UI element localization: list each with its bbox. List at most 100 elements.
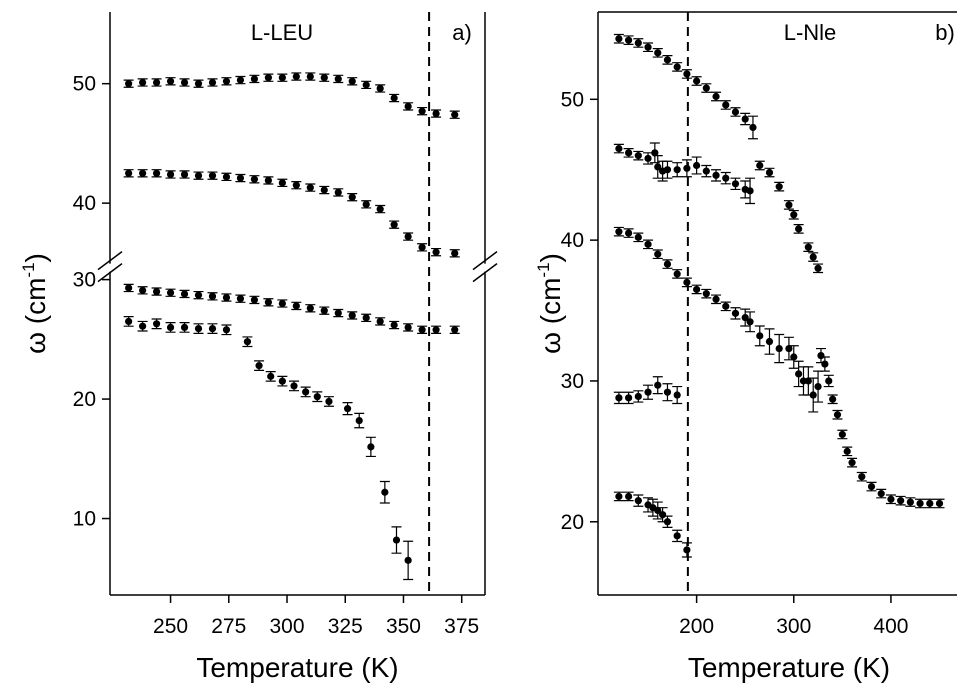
data-point [651,149,659,157]
data-point [152,320,161,328]
data-point [348,77,356,85]
data-point [166,170,175,179]
data-point [829,395,837,403]
panel-annotation: L-Nle [784,20,837,45]
x-tick-label: 350 [386,615,421,638]
data-point [267,372,275,380]
data-point [722,174,730,182]
axis-break [472,263,498,283]
y-tick-label: 40 [561,229,584,252]
data-point [926,499,934,508]
data-point [278,74,286,82]
data-point [897,497,905,505]
panel-label: b) [935,20,955,45]
data-point [654,49,662,57]
data-point [644,388,652,396]
data-point [790,211,798,219]
y-axis-label-close: ) [20,253,51,262]
data-point [663,388,672,396]
data-point [712,295,720,303]
data-point [306,184,314,192]
data-point [756,161,764,170]
x-tick-label: 400 [873,615,908,638]
data-point [381,488,389,496]
data-point [404,556,412,564]
data-point [255,362,263,370]
data-point [236,174,245,182]
data-point [817,352,825,360]
data-point [634,392,642,401]
data-point [343,405,352,413]
data-point [418,326,426,334]
data-point [152,78,161,87]
data-point [625,229,633,237]
data-point [683,546,691,554]
data-point [367,443,375,451]
data-point [320,74,328,82]
data-point [775,344,783,353]
data-point [166,289,175,297]
data-point [264,74,272,82]
data-point [775,183,783,191]
data-point [306,72,314,81]
data-point [663,260,672,268]
data-point [250,75,259,83]
data-point [663,518,672,526]
data-point [250,175,259,183]
data-point [848,459,856,467]
data-point [348,193,356,201]
data-point [673,63,681,71]
data-point [152,287,161,296]
data-point [451,111,459,119]
data-point [765,337,774,346]
data-point [390,221,398,229]
data-point [264,298,272,306]
data-point [712,92,720,101]
data-point [804,377,812,385]
data-point [376,205,384,213]
y-axis-label-text: ω (cm [535,278,566,354]
data-point [139,286,147,294]
data-point [139,78,147,87]
data-point [432,248,440,256]
data-point [334,75,342,83]
panel-annotation: L-LEU [251,20,313,45]
data-point [625,36,633,44]
data-point [278,179,286,187]
data-point [243,338,252,346]
data-point [634,497,642,505]
x-tick-label: 300 [269,615,304,638]
data-point [722,101,730,109]
data-point [795,225,803,233]
data-point [615,144,623,153]
data-point [125,169,133,177]
data-point [741,115,749,123]
data-point [785,344,793,353]
data-point [320,307,328,315]
data-point [673,532,681,540]
data-point [702,167,710,175]
data-point [355,416,363,425]
data-point [194,291,203,299]
data-point [634,152,642,160]
y-tick-label: 50 [73,73,96,96]
data-point [702,290,710,298]
data-point [804,243,812,251]
data-point [125,317,133,326]
data-point [418,107,426,115]
y-axis-label: ω (cm-1) [534,253,566,354]
data-point [825,377,833,385]
data-point [683,164,691,172]
data-point [278,377,286,385]
data-point [404,232,412,241]
data-point [222,77,231,85]
data-point [877,490,885,498]
data-point [292,181,300,189]
data-point [180,170,189,179]
data-point [673,270,681,278]
data-point [166,77,175,85]
data-point [746,187,754,195]
x-tick-label: 325 [328,615,363,638]
data-point [731,180,740,188]
